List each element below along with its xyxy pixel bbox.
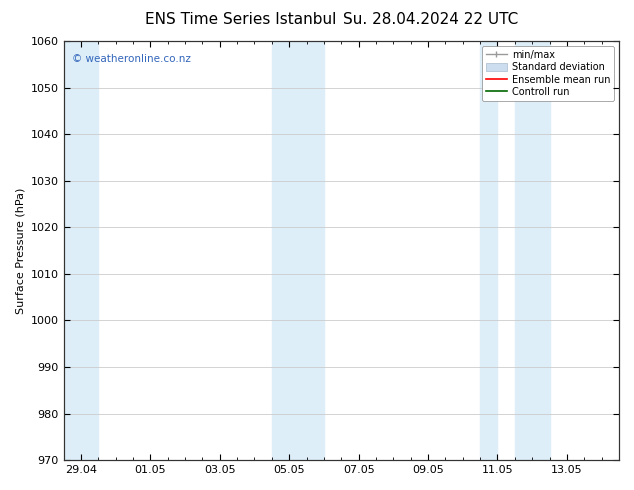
Y-axis label: Surface Pressure (hPa): Surface Pressure (hPa) — [15, 187, 25, 314]
Legend: min/max, Standard deviation, Ensemble mean run, Controll run: min/max, Standard deviation, Ensemble me… — [482, 46, 614, 101]
Bar — [480, 41, 498, 460]
Bar — [63, 41, 98, 460]
Text: ENS Time Series Istanbul: ENS Time Series Istanbul — [145, 12, 337, 27]
Bar — [515, 41, 550, 460]
Bar — [272, 41, 324, 460]
Text: Su. 28.04.2024 22 UTC: Su. 28.04.2024 22 UTC — [344, 12, 519, 27]
Text: © weatheronline.co.nz: © weatheronline.co.nz — [72, 53, 191, 64]
